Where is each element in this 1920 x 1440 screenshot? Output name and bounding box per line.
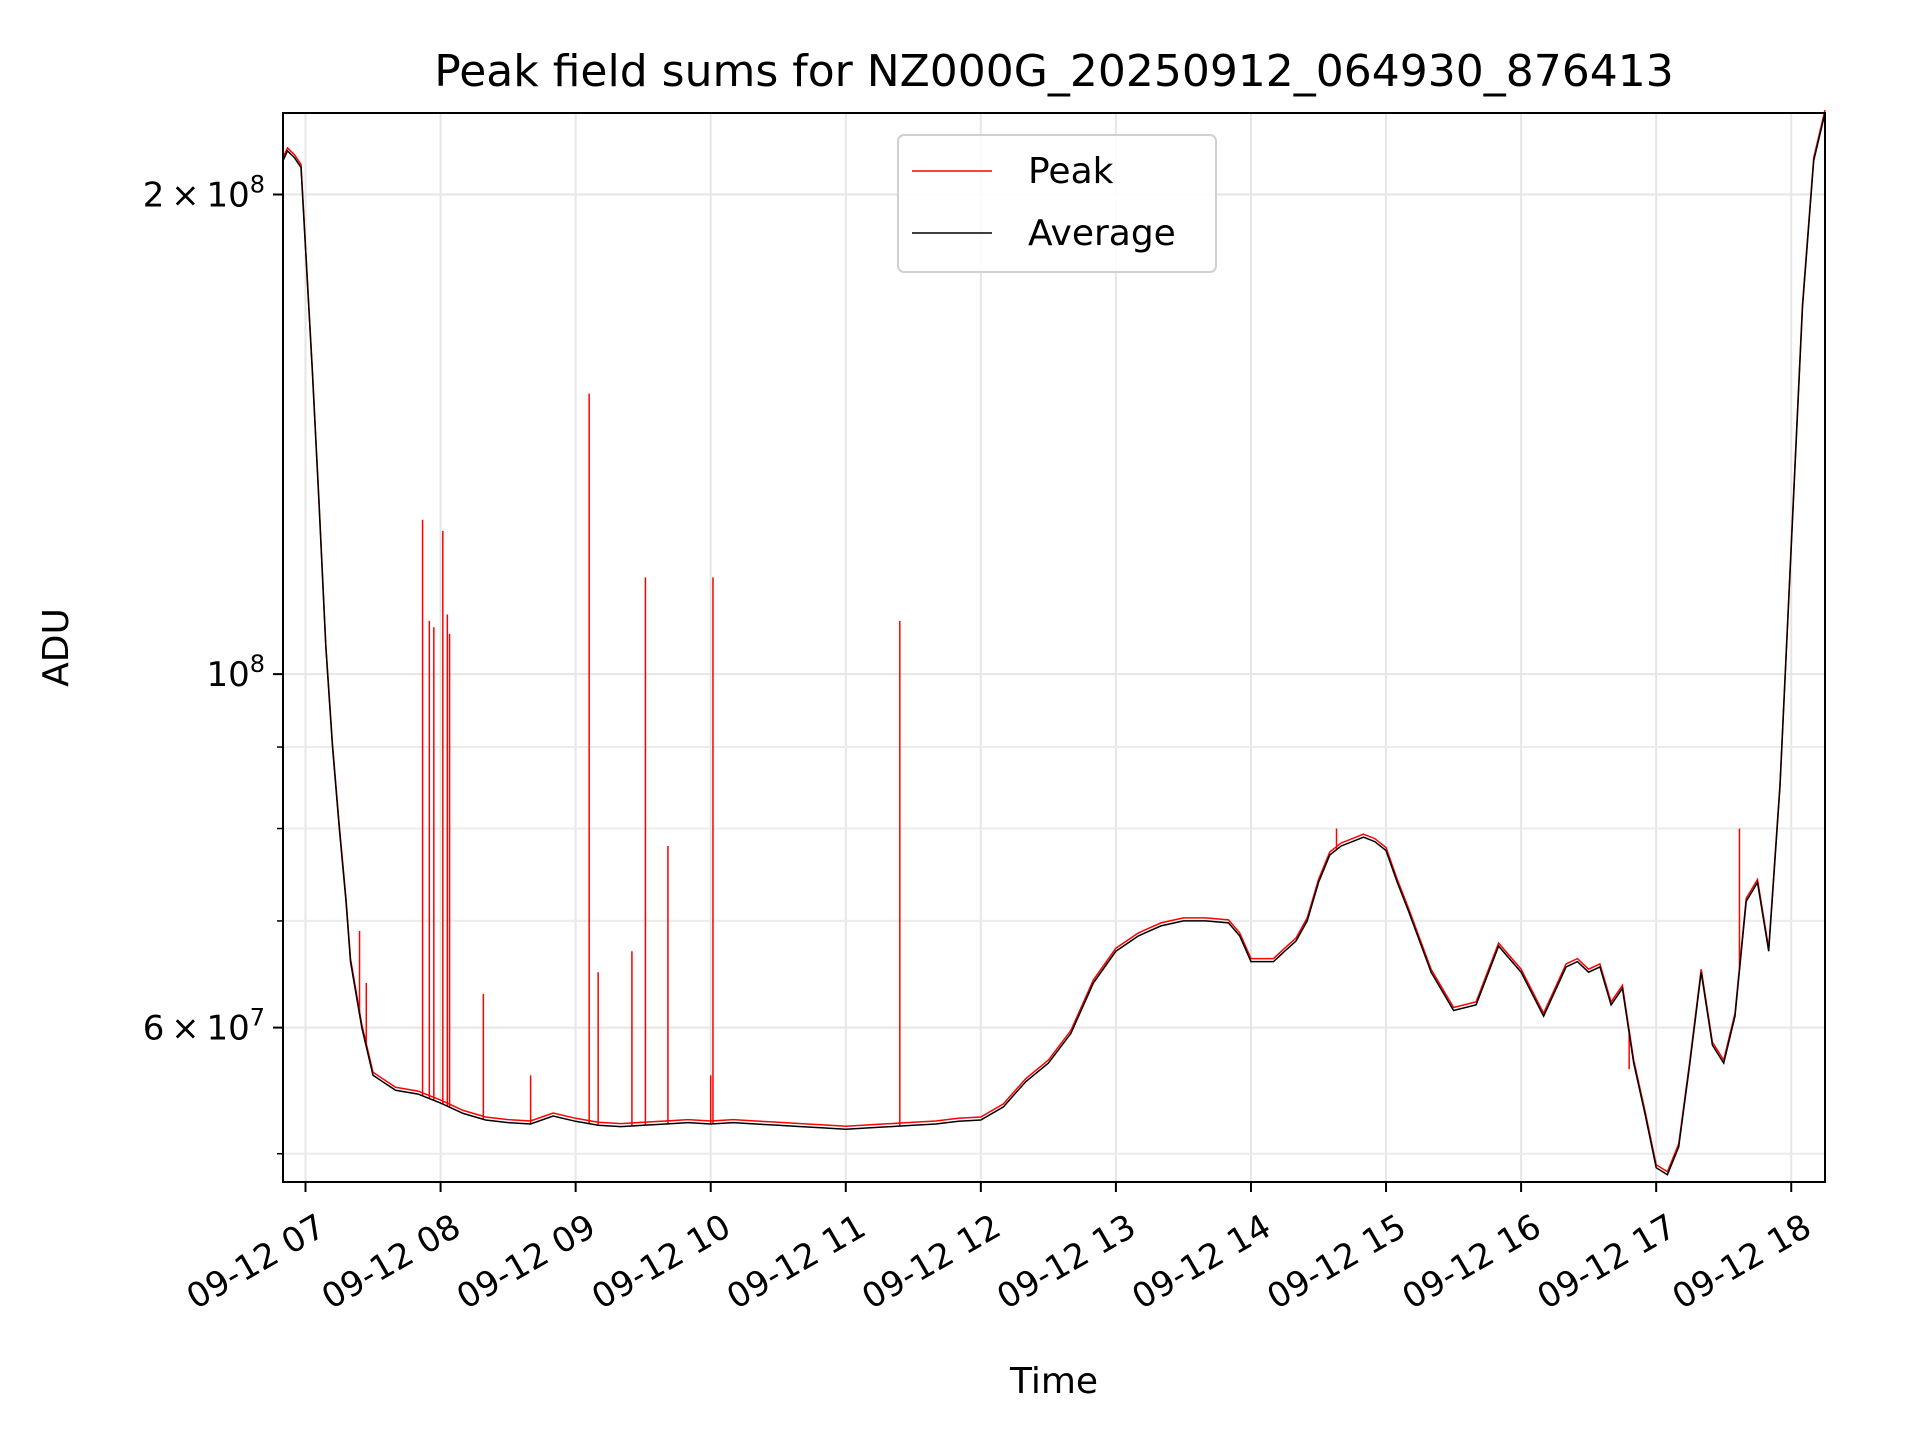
x-tick-label: 09-12 18 xyxy=(1666,1207,1818,1318)
chart-title: Peak field sums for NZ000G_20250912_0649… xyxy=(434,46,1673,97)
x-tick-label: 09-12 12 xyxy=(855,1207,1007,1318)
x-tick-label: 09-12 15 xyxy=(1261,1207,1413,1318)
x-tick-label: 09-12 07 xyxy=(180,1207,332,1318)
x-tick-label: 09-12 09 xyxy=(450,1207,602,1318)
x-tick-label: 09-12 08 xyxy=(315,1207,467,1318)
y-tick-label: 108 xyxy=(206,650,265,695)
x-tick-label: 09-12 16 xyxy=(1396,1207,1548,1318)
x-tick-label: 09-12 13 xyxy=(990,1207,1142,1318)
legend-box xyxy=(897,134,1217,273)
average-series-line xyxy=(282,112,1826,1176)
legend: Peak Average xyxy=(897,134,1217,273)
legend-label-average: Average xyxy=(1028,213,1176,254)
grid xyxy=(283,113,1825,1182)
y-tick-label: 2 × 108 xyxy=(143,171,265,216)
x-tick-label: 09-12 11 xyxy=(720,1207,872,1318)
x-tick-label: 09-12 17 xyxy=(1531,1207,1683,1318)
y-axis-label: ADU xyxy=(36,608,77,687)
x-axis-label: Time xyxy=(1009,1361,1098,1402)
y-tick-label: 6 × 107 xyxy=(143,1004,265,1049)
x-tick-label: 09-12 14 xyxy=(1125,1207,1277,1318)
legend-label-peak: Peak xyxy=(1028,151,1114,192)
plot-frame xyxy=(282,112,1826,1183)
x-tick-label: 09-12 10 xyxy=(585,1207,737,1318)
series-layer xyxy=(282,109,1826,1176)
